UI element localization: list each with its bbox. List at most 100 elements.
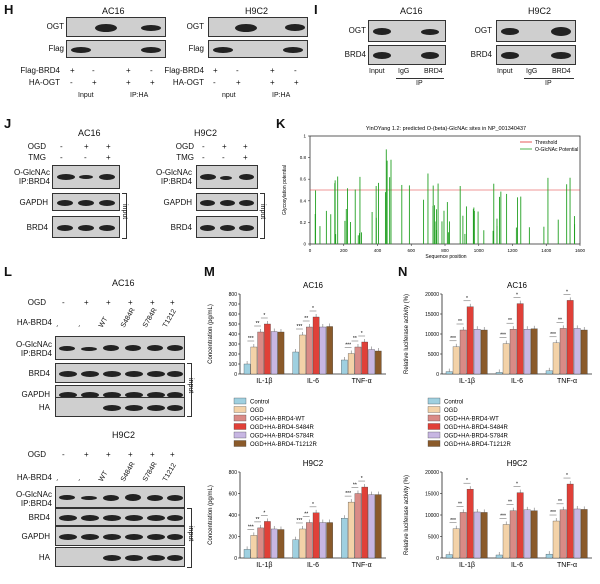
sig-mark: ** [558, 317, 562, 323]
bar [375, 350, 382, 375]
legend-label: OGD+HA-BRD4-S784R [250, 434, 315, 440]
bar [473, 511, 481, 559]
bar [306, 522, 313, 559]
y-tick-label: 5000 [428, 535, 439, 541]
i-ip-label-2: IP [545, 80, 552, 87]
i-blot-ogt-ac16 [368, 20, 446, 42]
bar [495, 372, 503, 375]
k-ytick-label: 0 [303, 242, 306, 247]
category-label: IL-1β [256, 562, 272, 569]
i-lane-brd4-1: BRD4 [424, 68, 443, 75]
bar [264, 323, 271, 375]
bar [559, 328, 567, 375]
bar [270, 331, 278, 375]
category-label: IL-6 [511, 378, 523, 385]
panel-label-j: J [4, 116, 12, 131]
l-ha-variant: S784R [141, 460, 159, 483]
l-ha-variant: S484R [119, 460, 137, 483]
l-ha-variant: T1212 [161, 308, 178, 329]
sig-mark: *** [450, 518, 456, 524]
h-sign: + [150, 78, 155, 87]
h-title-h9c2: H9C2 [245, 6, 269, 16]
h-sign: - [150, 66, 153, 75]
panel-label-m: M [204, 264, 215, 279]
l-input-label-1: input [187, 378, 194, 394]
bar [319, 522, 327, 559]
category-label: IL-6 [307, 562, 319, 569]
bar [516, 492, 524, 559]
j-blot-gapdh-h9c2 [196, 193, 258, 211]
sig-mark: ** [304, 512, 308, 518]
bar [445, 554, 453, 559]
i-lane-input-1: Input [369, 68, 385, 75]
i-ip-line-1 [396, 78, 444, 79]
k-xlabel: Sequence position [425, 254, 466, 260]
h-group-ipha-2: IP:HA [272, 92, 291, 99]
category-label: TNF-α [352, 378, 372, 385]
h-sign: + [270, 78, 275, 87]
sig-mark: *** [297, 518, 303, 524]
legend-label: Control [444, 400, 463, 406]
h-sign: - [92, 66, 95, 75]
l-ha-variant: - [53, 323, 62, 329]
bar [452, 528, 460, 559]
l-blot-ha-h9c2 [55, 547, 185, 567]
i-title-h9c2: H9C2 [528, 6, 552, 16]
bar [270, 528, 278, 559]
l-ha-variant: WT [97, 316, 110, 329]
j-sign: + [243, 142, 248, 151]
l-ogd-sign: - [62, 450, 65, 459]
m-charts: AC16 0 100 200 300 400 500 600 700 800 Concentrati… [208, 281, 386, 569]
i-row-ogt-2: OGT [474, 26, 492, 35]
bar [361, 341, 368, 375]
sig-mark: * [466, 296, 468, 302]
y-axis-label: Relative luciferase activity (%) [404, 475, 410, 555]
k-chart: YinOYang 1.2: predicted O-(beta)-GlcNAc … [282, 126, 586, 260]
legend-label: OGD [444, 408, 458, 414]
bar [257, 527, 264, 559]
bar [452, 346, 460, 375]
y-tick-label: 200 [229, 535, 238, 541]
h-cond-ha-2: HA-OGT [172, 78, 204, 87]
y-tick-label: 600 [229, 492, 238, 498]
category-label: IL-1β [459, 378, 475, 385]
bar [347, 353, 355, 375]
h-row-ogt-2: OGT [186, 22, 204, 31]
sig-mark: ** [458, 501, 462, 507]
l-cond-ha-2: HA-BRD4 [16, 473, 52, 482]
h-title-ac16: AC16 [102, 6, 125, 16]
h-sign: - [236, 66, 239, 75]
l-ha-variant: - [75, 477, 84, 483]
panel-label-n: N [398, 264, 408, 279]
sig-mark: ** [458, 319, 462, 325]
i-row-brd4-2: BRD4 [470, 50, 492, 59]
bar [566, 300, 574, 375]
bar [250, 535, 258, 559]
y-tick-label: 20000 [425, 292, 439, 298]
sig-mark: * [312, 502, 314, 508]
i-ip-label-1: IP [416, 80, 423, 87]
l-input-label-2: input [187, 526, 194, 542]
j-title-ac16: AC16 [78, 128, 101, 138]
bar [502, 343, 510, 375]
sig-mark: *** [248, 524, 254, 530]
legend-swatch [233, 440, 247, 447]
h-blot-ogt-ac16 [66, 17, 166, 37]
legend-swatch [427, 406, 441, 413]
category-label: IL-6 [511, 562, 523, 569]
y-axis-label: Relative luciferase activity (%) [404, 294, 410, 374]
bar [573, 328, 581, 375]
category-label: TNF-α [557, 378, 577, 385]
j-sign: + [222, 142, 227, 151]
l-blot-gapdh-h9c2 [55, 526, 185, 546]
bar [509, 510, 517, 559]
h-sign: + [126, 66, 131, 75]
legend-label: OGD+HA-BRD4-S484R [250, 425, 315, 431]
h-sign: - [294, 66, 297, 75]
sig-mark: ** [304, 316, 308, 322]
category-label: TNF-α [352, 562, 372, 569]
h-cond-flag-2: Flag-BRD4 [164, 66, 204, 75]
j-sign: - [60, 142, 63, 151]
bar [445, 371, 453, 375]
